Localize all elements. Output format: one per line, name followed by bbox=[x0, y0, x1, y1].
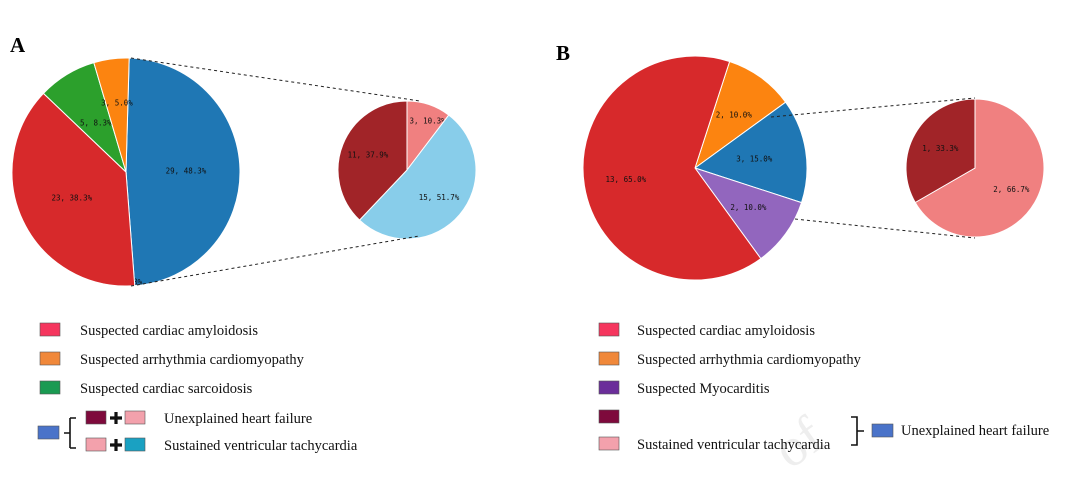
pie-b-main: 0, 0.0%2, 10.0%3, 15.0%2, 10.0%13, 65.0% bbox=[582, 55, 808, 281]
plus-icon bbox=[110, 439, 122, 451]
slice-label: 2, 10.0% bbox=[716, 111, 753, 120]
legend-swatch-sarcoidosis-a bbox=[39, 380, 61, 395]
connector-b-top bbox=[770, 97, 976, 118]
legend-label-heart-failure-b: Unexplained heart failure bbox=[901, 423, 1049, 439]
slice-label: 2, 66.7% bbox=[993, 185, 1030, 194]
panel-label-a: A bbox=[10, 33, 26, 57]
legend-swatch-myocarditis-b bbox=[598, 380, 620, 395]
legend-swatch-amyloidosis-a bbox=[39, 322, 61, 337]
legend-swatch-lightpink-a-2 bbox=[85, 437, 107, 452]
legend-label-tachycardia-a: Sustained ventricular tachycardia bbox=[164, 438, 358, 454]
legend-swatch-teal-a bbox=[124, 437, 146, 452]
pie-slice bbox=[693, 101, 808, 204]
pie-slice bbox=[125, 57, 241, 287]
pie-b-breakdown: 2, 66.7% 1, 33.3% bbox=[905, 98, 1045, 238]
legend-swatch-amyloidosis-b bbox=[598, 322, 620, 337]
legend-label-amyloidosis-b: Suspected cardiac amyloidosis bbox=[637, 323, 815, 339]
slice-label: 13, 65.0% bbox=[606, 175, 647, 184]
pie-a-breakdown: 3, 10.3% 15, 51.7% 11, 37.9% bbox=[337, 100, 477, 240]
slice-label: 3, 5.0% bbox=[101, 99, 133, 108]
legend-swatch-arrhythmia-b bbox=[598, 351, 620, 366]
legend-swatch-lightpink-a bbox=[124, 410, 146, 425]
slice-label: 29, 48.3% bbox=[166, 167, 207, 176]
slice-label: 23, 38.3% bbox=[51, 194, 92, 203]
slice-label: 5, 8.3% bbox=[80, 118, 112, 127]
slice-label: 2, 10.0% bbox=[730, 203, 767, 212]
slice-label: 11, 37.9% bbox=[348, 150, 389, 159]
legend-swatch-lightpink-b bbox=[598, 436, 620, 451]
legend-swatch-arrhythmia-a bbox=[39, 351, 61, 366]
slice-label: 3, 15.0% bbox=[736, 155, 773, 164]
legend-label-amyloidosis-a: Suspected cardiac amyloidosis bbox=[80, 323, 258, 339]
legend-a: Suspected cardiac amyloidosis Suspected … bbox=[37, 322, 358, 454]
pie-slice bbox=[914, 98, 1045, 238]
legend-bracket-a bbox=[64, 417, 76, 449]
panel-label-b: B bbox=[556, 41, 570, 65]
pie-slice bbox=[905, 98, 976, 204]
legend-label-arrhythmia-a: Suspected arrhythmia cardiomyopathy bbox=[80, 352, 305, 368]
pie-slice bbox=[11, 92, 136, 287]
plus-icon bbox=[110, 412, 122, 424]
legend-label-sarcoidosis-a: Suspected cardiac sarcoidosis bbox=[80, 381, 253, 397]
connector-b-bottom bbox=[794, 218, 976, 239]
legend-swatch-combined-a bbox=[37, 425, 60, 440]
legend-bracket-b bbox=[851, 416, 864, 446]
pie-slice bbox=[93, 57, 130, 173]
slice-label: 3, 10.3% bbox=[410, 117, 447, 126]
legend-label-myocarditis-b: Suspected Myocarditis bbox=[637, 381, 770, 397]
legend-b: Suspected cardiac amyloidosis Suspected … bbox=[598, 322, 1049, 453]
legend-label-arrhythmia-b: Suspected arrhythmia cardiomyopathy bbox=[637, 352, 862, 368]
pie-slice bbox=[582, 55, 762, 281]
legend-swatch-combined-b bbox=[871, 423, 894, 438]
slice-label: 15, 51.7% bbox=[419, 193, 460, 202]
legend-swatch-maroon-a bbox=[85, 410, 107, 425]
legend-label-heart-failure-a: Unexplained heart failure bbox=[164, 411, 312, 427]
pie-a-main: 29, 48.3%0, 0.0%23, 38.3%5, 8.3%3, 5.0% bbox=[11, 57, 241, 287]
legend-swatch-maroon-b bbox=[598, 409, 620, 424]
pie-slice bbox=[337, 100, 408, 221]
connector-a-top bbox=[130, 57, 421, 102]
slice-label: 1, 33.3% bbox=[922, 144, 959, 153]
pie-slice bbox=[358, 114, 477, 240]
legend-label-tachycardia-b: Sustained ventricular tachycardia bbox=[637, 437, 831, 453]
connector-a-bottom bbox=[130, 235, 420, 287]
